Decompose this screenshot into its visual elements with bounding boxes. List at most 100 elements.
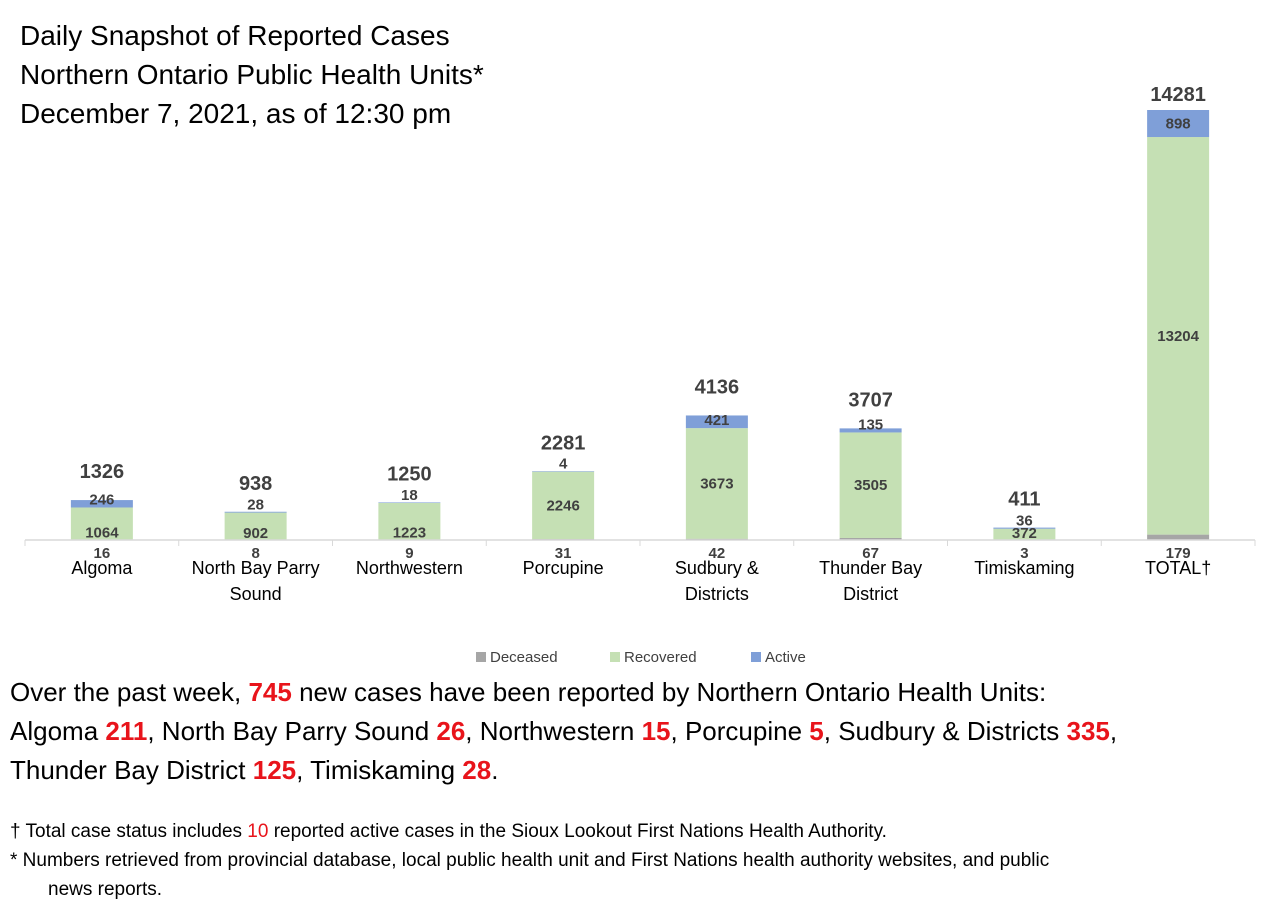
bar-segment-recovered: [1147, 137, 1210, 535]
summary-sep: .: [491, 755, 499, 785]
legend-label-deceased: Deceased: [490, 649, 558, 666]
data-label-deceased: 179: [1166, 545, 1191, 562]
footnote-dagger: † Total case status includes 10 reported…: [10, 817, 1275, 846]
summary-item-num: 125: [252, 755, 297, 785]
data-label-total: 3707: [848, 389, 893, 411]
bar-segment-recovered: [685, 428, 748, 539]
bar-segment-active: [532, 471, 595, 472]
x-tick-label: Thunder Bay: [819, 558, 922, 578]
title-line-3: December 7, 2021, as of 12:30 pm: [20, 98, 452, 129]
summary-item-name: Porcupine: [684, 716, 810, 746]
bar-segment-recovered: [70, 507, 133, 540]
data-label-recovered: 3673: [700, 475, 733, 492]
data-label-recovered: 13204: [1157, 328, 1199, 345]
summary-item-num: 335: [1066, 716, 1110, 746]
data-label-total: 938: [239, 473, 272, 495]
data-label-active: 36: [1016, 513, 1033, 530]
x-tick-label: Algoma: [71, 558, 133, 578]
data-label-recovered: 1064: [85, 525, 119, 542]
summary-sep: ,: [823, 716, 839, 746]
summary-sep: ,: [147, 716, 162, 746]
x-tick-label: Porcupine: [523, 558, 604, 578]
bar-segment-recovered: [993, 528, 1056, 540]
data-label-active: 246: [89, 491, 114, 508]
data-label-deceased: 31: [555, 545, 572, 562]
data-label-recovered: 1223: [393, 525, 426, 542]
bar-segment-active: [378, 502, 441, 503]
bar-segment-active: [839, 428, 902, 433]
summary-sep: ,: [296, 755, 311, 785]
data-label-total: 14281: [1150, 84, 1206, 106]
summary-item-num: 15: [641, 716, 671, 746]
footnote-star-cont: news reports.: [48, 879, 163, 900]
summary-item-num: 211: [105, 716, 148, 746]
bar-segment-active: [993, 527, 1056, 529]
summary-sep: ,: [465, 716, 480, 746]
legend-swatch-recovered: [610, 652, 620, 662]
x-tick-label: Sudbury &: [675, 558, 759, 578]
summary-total-new: 745: [248, 677, 292, 707]
data-label-total: 1326: [80, 461, 125, 483]
data-label-deceased: 16: [94, 545, 111, 562]
footnote-dagger-text-end: reported active cases in the Sioux Looko…: [268, 821, 887, 842]
summary-intro: Over the past week,: [10, 677, 249, 707]
bar-segment-recovered: [378, 502, 441, 540]
x-tick-label: Sound: [230, 584, 282, 604]
summary-item-name: Timiskaming: [310, 755, 463, 785]
data-label-total: 4136: [695, 376, 740, 398]
stacked-bar-chart: 16 1064 246 1326 Algoma 8 902 28 938 North Bay Pa…: [24, 84, 1256, 666]
legend-label-recovered: Recovered: [624, 649, 697, 666]
bar-segment-active: [685, 415, 748, 429]
data-label-recovered: 902: [243, 525, 268, 542]
data-label-deceased: 9: [405, 545, 413, 562]
bar-segment-active: [224, 511, 287, 513]
bar-segment-active: [70, 500, 133, 508]
summary-item-name: Thunder Bay District: [10, 755, 253, 785]
summary-line-1: Over the past week, 745 new cases have b…: [10, 673, 1275, 712]
bar-segment-recovered: [839, 432, 902, 538]
summary-line-3: Thunder Bay District 125, Timiskaming 28…: [10, 751, 1275, 790]
x-tick-label: Districts: [685, 584, 749, 604]
data-label-recovered: 2246: [546, 497, 579, 514]
summary-sep: ,: [1109, 716, 1118, 746]
bar-segment-recovered: [532, 471, 595, 540]
summary-item-num: 28: [462, 755, 492, 785]
x-tick-label: District: [843, 584, 898, 604]
data-label-deceased: 8: [251, 545, 259, 562]
footnote-dagger-text: † Total case status includes: [10, 821, 248, 842]
data-label-active: 4: [559, 455, 568, 472]
x-tick-label: TOTAL†: [1145, 558, 1211, 578]
data-label-deceased: 42: [709, 545, 726, 562]
x-tick-label: North Bay Parry: [192, 558, 320, 578]
data-label-active: 898: [1166, 116, 1191, 133]
summary-item-num: 5: [809, 716, 824, 746]
weekly-summary: Over the past week, 745 new cases have b…: [10, 673, 1275, 790]
data-label-total: 1250: [387, 463, 432, 485]
summary-item-name: Northwestern: [479, 716, 642, 746]
data-label-deceased: 67: [862, 545, 879, 562]
data-label-active: 421: [704, 412, 729, 429]
bar-segment-active: [1147, 110, 1210, 138]
data-label-active: 135: [858, 416, 883, 433]
chart-title: Daily Snapshot of Reported Cases Norther…: [20, 16, 484, 133]
summary-item-num: 26: [436, 716, 466, 746]
bar-segment-recovered: [224, 512, 287, 540]
data-label-recovered: 3505: [854, 477, 887, 494]
data-label-recovered: 372: [1012, 525, 1037, 542]
x-tick-label: Northwestern: [356, 558, 463, 578]
data-label-total: 411: [1008, 489, 1040, 511]
legend-label-active: Active: [765, 649, 806, 666]
footnote-dagger-num: 10: [247, 821, 269, 842]
summary-intro-end: new cases have been reported by Northern…: [291, 677, 1047, 707]
footnotes: † Total case status includes 10 reported…: [10, 817, 1275, 904]
legend-swatch-active: [751, 652, 761, 662]
x-tick-label: Timiskaming: [974, 558, 1074, 578]
title-line-2: Northern Ontario Public Health Units*: [20, 59, 484, 90]
legend-swatch-deceased: [476, 652, 486, 662]
summary-item-name: North Bay Parry Sound: [161, 716, 437, 746]
data-label-active: 18: [401, 487, 418, 504]
summary-item-name: Sudbury & Districts: [838, 716, 1067, 746]
summary-sep: ,: [670, 716, 685, 746]
data-label-deceased: 3: [1020, 545, 1028, 562]
bar-segment-deceased: [1147, 534, 1210, 540]
